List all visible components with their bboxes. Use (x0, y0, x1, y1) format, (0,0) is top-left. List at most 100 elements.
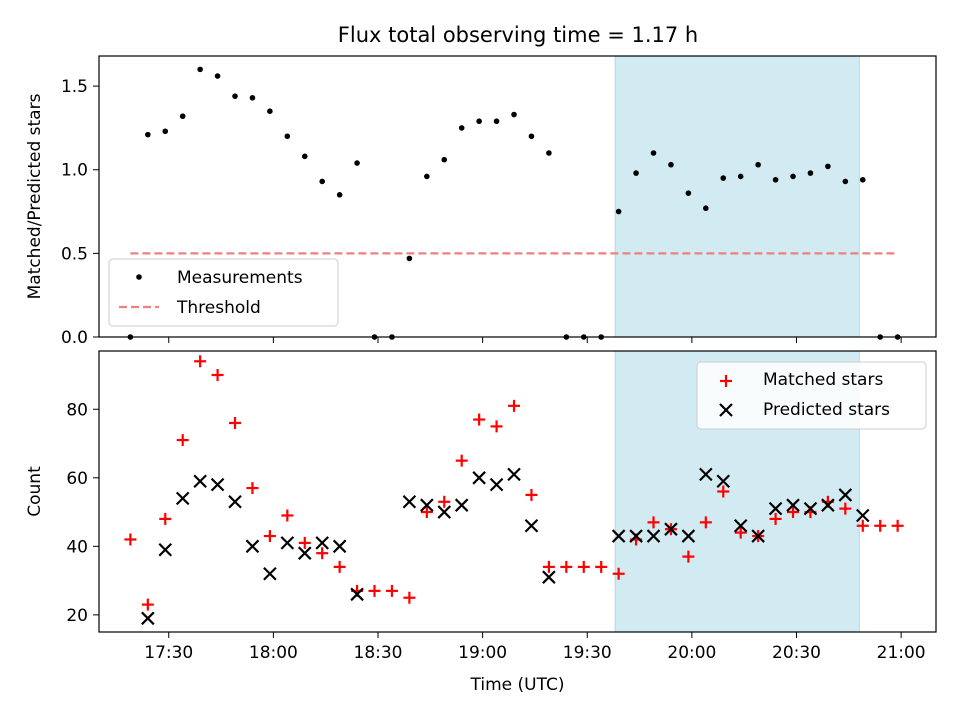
predicted-point (699, 467, 713, 482)
y-axis-label: Matched/Predicted stars (25, 93, 45, 299)
x-tick-label: 20:30 (772, 643, 821, 663)
predicted-point (263, 566, 277, 581)
plot-frame (98, 55, 937, 338)
predicted-point (350, 587, 364, 602)
measurement-point (319, 178, 326, 185)
matched-point (595, 560, 608, 573)
legend-label: Measurements (177, 268, 303, 288)
measurement-point (249, 95, 256, 101)
x-b (803, 501, 818, 516)
x-b (437, 505, 452, 519)
predicted-point (646, 529, 661, 543)
predicted-point (402, 495, 417, 509)
legend-matched-marker (720, 375, 732, 387)
measurement-point (859, 176, 866, 183)
matched-point (385, 584, 398, 597)
measurement-point (633, 170, 639, 176)
matched-point (316, 547, 329, 560)
matched-point (525, 488, 538, 501)
measurement-point (493, 118, 500, 125)
measurement-point (424, 173, 430, 180)
legend-label: Threshold (176, 298, 261, 318)
measurement-point (406, 255, 413, 262)
predicted-point (751, 529, 765, 543)
x-b (280, 536, 295, 550)
matched-point (281, 509, 294, 522)
measurement-point (685, 190, 692, 196)
x-tick-label: 19:00 (458, 643, 507, 663)
x-b (646, 529, 661, 543)
predicted-point (280, 536, 295, 550)
legend-label: Matched stars (763, 370, 883, 390)
predicted-point (141, 611, 155, 626)
x-tick-label: 19:30 (563, 643, 612, 663)
x-b (193, 474, 207, 488)
measurement-point (458, 125, 465, 131)
matched-point (734, 526, 747, 539)
legend-box (108, 258, 339, 327)
matched-point (699, 516, 712, 529)
x-b (699, 467, 713, 482)
x-b (158, 542, 173, 557)
measurement-point (772, 176, 779, 183)
x-tick-label: 18:00 (249, 643, 298, 663)
x-b (402, 495, 417, 509)
predicted-point (664, 522, 678, 536)
measurement-point (528, 133, 535, 140)
measurement-point (703, 205, 709, 212)
y-tick-label: 60 (66, 469, 88, 489)
matched-point (473, 413, 486, 426)
predicted-point (786, 498, 800, 512)
predicted-point (228, 495, 242, 509)
matched-point (403, 591, 416, 604)
matched-point (508, 399, 521, 412)
y-tick-label: 0.5 (61, 244, 88, 264)
x-b (332, 539, 347, 554)
matched-point (577, 560, 590, 573)
y-axis-label: Count (25, 466, 45, 517)
x-b (611, 529, 626, 543)
x-b (472, 471, 486, 485)
measurement-point (615, 208, 622, 215)
matched-point (717, 485, 730, 498)
predicted-point (838, 488, 853, 502)
matched-point (141, 598, 154, 611)
legend-box (696, 361, 927, 430)
matched-point (874, 519, 887, 532)
predicted-point (803, 501, 818, 516)
matched-point (333, 560, 346, 573)
predicted-point (524, 518, 539, 533)
x-b (524, 518, 539, 533)
x-axis-label: Time (UTC) (470, 675, 565, 695)
x-b (719, 403, 733, 417)
x-b (751, 529, 765, 543)
top-panel: 0.0 0.5 1.0 1.5 Matched/Predicted stars Measu… (25, 55, 937, 348)
x-b (716, 474, 731, 488)
x-tick-label: 18:30 (354, 643, 403, 663)
x-b (733, 518, 748, 533)
matched-point (682, 550, 695, 563)
matched-point (298, 536, 311, 549)
predicted-point (472, 471, 486, 485)
measurement-point (162, 128, 169, 135)
x-b (228, 495, 242, 509)
y-tick-label: 0.0 (61, 328, 88, 348)
y-tick-label: 1.0 (61, 161, 88, 181)
x-b (420, 498, 434, 512)
predicted-point (507, 467, 521, 482)
matched-point (455, 454, 468, 467)
measurement-point (336, 192, 343, 198)
x-b (507, 467, 521, 482)
predicted-point (420, 498, 434, 512)
x-b (542, 570, 556, 584)
x-tick-label: 20:00 (667, 643, 716, 663)
predicted-point (315, 536, 329, 550)
measurement-point (441, 156, 448, 163)
measurement-point (842, 178, 849, 185)
measurement-point (825, 163, 831, 170)
x-b (664, 522, 678, 536)
x-b (350, 587, 364, 602)
predicted-point (175, 491, 190, 506)
measurement-point (267, 108, 273, 114)
